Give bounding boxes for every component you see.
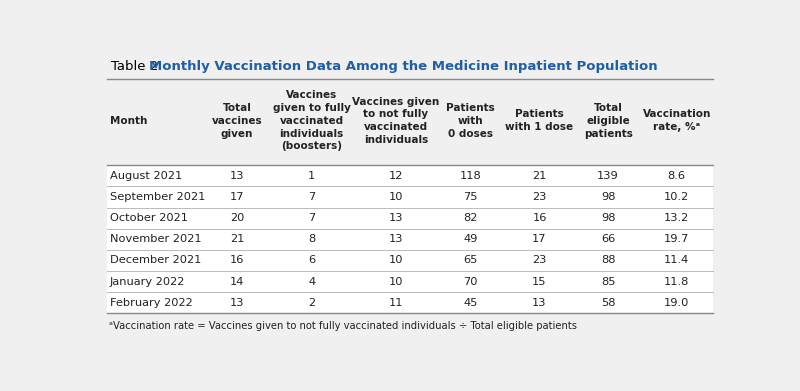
Text: 8: 8 <box>308 234 315 244</box>
Bar <box>107 250 713 271</box>
Text: 13: 13 <box>389 213 403 223</box>
Text: 19.7: 19.7 <box>664 234 690 244</box>
Text: 13: 13 <box>389 234 403 244</box>
Text: Total
vaccines
given: Total vaccines given <box>211 103 262 139</box>
Text: Patients
with
0 doses: Patients with 0 doses <box>446 103 495 139</box>
Text: 20: 20 <box>230 213 244 223</box>
Bar <box>107 84 713 165</box>
Text: Vaccines given
to not fully
vaccinated
individuals: Vaccines given to not fully vaccinated i… <box>352 97 439 145</box>
Text: 10.2: 10.2 <box>664 192 690 202</box>
Text: 13: 13 <box>230 171 244 181</box>
Bar <box>107 208 713 229</box>
Text: November 2021: November 2021 <box>110 234 202 244</box>
Bar <box>107 292 713 313</box>
Text: 98: 98 <box>601 213 615 223</box>
Text: Month: Month <box>110 116 147 126</box>
Text: 45: 45 <box>464 298 478 308</box>
Text: 17: 17 <box>230 192 244 202</box>
Text: 13: 13 <box>532 298 546 308</box>
Text: 75: 75 <box>463 192 478 202</box>
Text: 82: 82 <box>464 213 478 223</box>
Text: 13: 13 <box>230 298 244 308</box>
Text: 1: 1 <box>308 171 315 181</box>
Text: 65: 65 <box>464 255 478 265</box>
Text: 49: 49 <box>464 234 478 244</box>
Text: August 2021: August 2021 <box>110 171 182 181</box>
Text: ᵃVaccination rate = Vaccines given to not fully vaccinated individuals ÷ Total e: ᵃVaccination rate = Vaccines given to no… <box>110 321 578 331</box>
Text: 11.8: 11.8 <box>664 276 690 287</box>
Bar <box>107 229 713 250</box>
Text: 23: 23 <box>532 192 546 202</box>
Text: 10: 10 <box>389 192 403 202</box>
Text: 85: 85 <box>601 276 615 287</box>
Text: Total
eligible
patients: Total eligible patients <box>584 103 633 139</box>
Text: 98: 98 <box>601 192 615 202</box>
Text: October 2021: October 2021 <box>110 213 188 223</box>
Text: 139: 139 <box>597 171 619 181</box>
Text: January 2022: January 2022 <box>110 276 186 287</box>
Text: 6: 6 <box>308 255 315 265</box>
Text: 58: 58 <box>601 298 615 308</box>
Text: 12: 12 <box>389 171 403 181</box>
Text: 23: 23 <box>532 255 546 265</box>
Text: 11: 11 <box>389 298 403 308</box>
Text: Monthly Vaccination Data Among the Medicine Inpatient Population: Monthly Vaccination Data Among the Medic… <box>149 61 658 74</box>
Text: 19.0: 19.0 <box>664 298 690 308</box>
Text: 15: 15 <box>532 276 546 287</box>
Text: December 2021: December 2021 <box>110 255 202 265</box>
Text: 7: 7 <box>308 192 315 202</box>
Text: 8.6: 8.6 <box>668 171 686 181</box>
Text: 14: 14 <box>230 276 244 287</box>
Text: 17: 17 <box>532 234 546 244</box>
Text: Vaccination
rate, %ᵃ: Vaccination rate, %ᵃ <box>642 109 711 132</box>
Text: 66: 66 <box>601 234 615 244</box>
Text: 21: 21 <box>230 234 244 244</box>
Text: 10: 10 <box>389 255 403 265</box>
Text: 118: 118 <box>460 171 482 181</box>
Text: February 2022: February 2022 <box>110 298 193 308</box>
Text: 88: 88 <box>601 255 615 265</box>
Text: 16: 16 <box>532 213 546 223</box>
Text: 13.2: 13.2 <box>664 213 690 223</box>
Text: 7: 7 <box>308 213 315 223</box>
Text: 4: 4 <box>308 276 315 287</box>
Text: 21: 21 <box>532 171 546 181</box>
Bar <box>107 271 713 292</box>
Text: 11.4: 11.4 <box>664 255 690 265</box>
Text: 70: 70 <box>463 276 478 287</box>
Text: Patients
with 1 dose: Patients with 1 dose <box>506 109 574 132</box>
Text: 16: 16 <box>230 255 244 265</box>
Bar <box>107 165 713 187</box>
Text: 2: 2 <box>308 298 315 308</box>
Text: Table 2.: Table 2. <box>110 61 166 74</box>
Bar <box>107 187 713 208</box>
Text: 10: 10 <box>389 276 403 287</box>
Text: September 2021: September 2021 <box>110 192 206 202</box>
Text: Vaccines
given to fully
vaccinated
individuals
(boosters): Vaccines given to fully vaccinated indiv… <box>273 90 350 151</box>
